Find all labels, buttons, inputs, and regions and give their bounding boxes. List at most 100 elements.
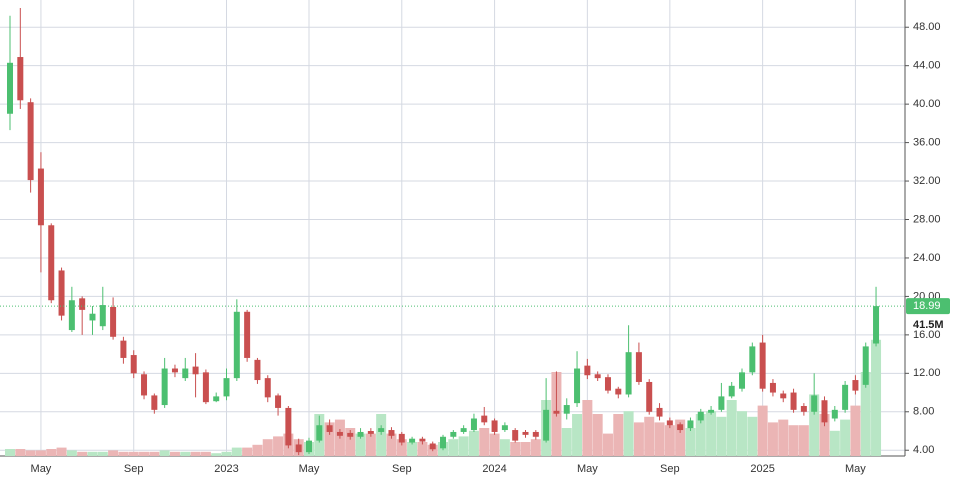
candle-body (130, 355, 137, 374)
volume-bar (654, 422, 665, 456)
volume-bar (479, 428, 490, 456)
volume-bar (118, 451, 129, 456)
candle-body (635, 352, 642, 382)
volume-bar (510, 442, 521, 456)
candle-body (625, 352, 632, 395)
volume-bar (623, 411, 634, 456)
x-tick-label: Sep (392, 463, 412, 475)
x-tick-label: 2024 (482, 463, 506, 475)
volume-bar (860, 372, 871, 456)
candle-body (151, 395, 158, 410)
candle-body (873, 306, 880, 344)
candle-body (347, 432, 354, 437)
volume-bar (850, 405, 861, 456)
candle-body (470, 418, 477, 431)
candle-body (336, 431, 343, 436)
candle-body (388, 430, 395, 436)
volume-bar (56, 447, 67, 456)
volume-bar (221, 451, 232, 456)
candle-body (409, 438, 416, 443)
candle-body (27, 102, 34, 181)
volume-bar (685, 428, 696, 456)
volume-bar (66, 450, 77, 456)
candle-body (708, 409, 715, 413)
volume-bar (25, 450, 36, 456)
volume-bar (675, 419, 686, 456)
candle-body (491, 420, 498, 432)
volume-bar (695, 414, 706, 456)
candle-body (316, 425, 323, 441)
candle-body (811, 395, 818, 412)
volume-bar (108, 450, 119, 456)
volume-bar (644, 416, 655, 456)
candle-body (450, 431, 457, 437)
y-tick-label: 24.00 (913, 252, 941, 264)
candle-body (718, 396, 725, 410)
volume-bar (747, 416, 758, 456)
volume-bar (5, 449, 15, 456)
candle-body (295, 444, 302, 453)
candle-body (357, 431, 364, 437)
volume-bar (592, 414, 603, 456)
candle-body (378, 428, 385, 432)
y-tick-label: 12.00 (913, 367, 941, 379)
volume-bar (87, 451, 98, 456)
volume-bar (139, 451, 150, 456)
volume-bar (757, 405, 768, 456)
y-tick-label: 44.00 (913, 60, 941, 72)
candle-body (305, 440, 312, 453)
candle-body (780, 393, 787, 399)
volume-bar (448, 439, 459, 456)
volume-bar (520, 442, 531, 456)
candle-body (852, 380, 859, 391)
candle-body (7, 62, 13, 114)
volume-bar (376, 414, 387, 456)
volume-bar (778, 419, 789, 456)
candle-body (532, 431, 539, 437)
volume-bar (633, 422, 644, 456)
candle-body (800, 406, 807, 412)
volume-bar (613, 414, 624, 456)
volume-bar (407, 442, 418, 456)
candle-body (37, 168, 44, 226)
candle-body (171, 368, 178, 373)
candle-body (481, 415, 488, 423)
volume-bar (582, 400, 593, 456)
volume-bar (737, 411, 748, 456)
candle-body (769, 382, 776, 393)
candle-body (58, 270, 65, 316)
candle-body (522, 431, 529, 435)
candle-body (275, 395, 282, 408)
last-volume-label: 41.5M (913, 319, 944, 331)
volume-bar (273, 436, 284, 456)
y-tick-label: 4.00 (913, 444, 934, 456)
volume-bar (46, 449, 57, 456)
candle-body (563, 405, 570, 414)
volume-bar (706, 411, 717, 456)
y-tick-label: 28.00 (913, 213, 941, 225)
candle-body (79, 298, 86, 310)
candle-body (182, 368, 189, 379)
candle-body (141, 374, 148, 396)
y-tick-label: 36.00 (913, 136, 941, 148)
candle-body (429, 443, 436, 450)
candle-body (89, 313, 96, 321)
volume-bar (396, 439, 407, 456)
candle-body (161, 368, 168, 406)
candle-body (233, 311, 240, 379)
volume-bar (15, 449, 26, 456)
volume-bar (365, 433, 376, 456)
volume-bar (716, 416, 727, 456)
candle-body (759, 342, 766, 389)
volume-bar (149, 451, 160, 456)
volume-bar (324, 422, 335, 456)
candle-body (223, 378, 230, 397)
volume-bar (417, 442, 428, 456)
candle-body (99, 305, 106, 327)
candle-body (264, 378, 271, 398)
volume-bar (819, 414, 830, 456)
x-tick-label: Sep (124, 463, 144, 475)
volume-bar (345, 428, 356, 456)
candle-body (687, 420, 694, 429)
